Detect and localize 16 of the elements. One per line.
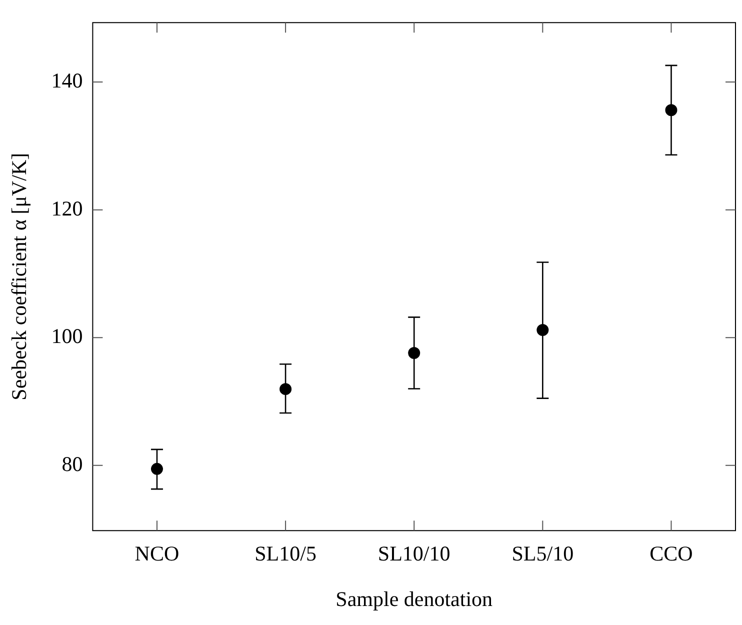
y-axis-title: Seebeck coefficient α [μV/K] [7, 152, 32, 400]
x-axis-title: Sample denotation [336, 586, 494, 611]
y-tick-label: 140 [51, 68, 83, 93]
point [408, 346, 420, 359]
x-tick-label: SL10/5 [254, 542, 316, 566]
point [150, 462, 163, 475]
point [665, 104, 678, 116]
y-tick-label: 80 [62, 452, 83, 476]
x-tick-label: CCO [650, 542, 693, 566]
y-tick-label: 120 [51, 196, 83, 220]
y-tick-label: 100 [51, 324, 83, 348]
x-tick-label: SL10/10 [378, 542, 450, 566]
point [536, 324, 549, 336]
x-tick-label: SL5/10 [512, 542, 574, 566]
x-tick-label: NCO [134, 542, 180, 566]
point [280, 383, 292, 396]
